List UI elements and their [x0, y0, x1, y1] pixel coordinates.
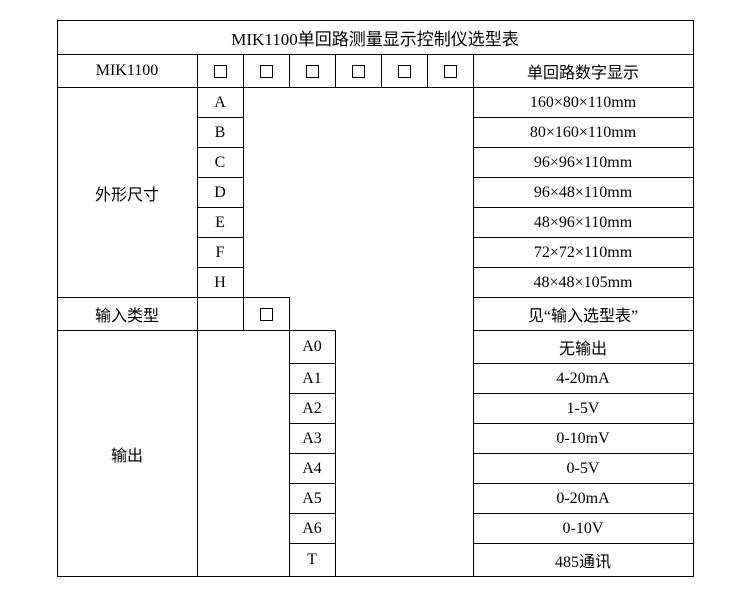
size-desc: 72×72×110mm [473, 238, 693, 268]
size-desc: 80×160×110mm [473, 118, 693, 148]
size-code: B [197, 118, 243, 148]
model-label: MIK1100 [57, 55, 197, 88]
output-desc: 0-10V [473, 514, 693, 544]
size-code: F [197, 238, 243, 268]
output-desc: 无输出 [473, 331, 693, 364]
size-desc: 160×80×110mm [473, 88, 693, 118]
size-desc: 48×48×105mm [473, 268, 693, 298]
output-code: A0 [289, 331, 335, 364]
size-desc: 96×48×110mm [473, 178, 693, 208]
output-blank-right [335, 331, 473, 577]
output-desc: 0-10mV [473, 424, 693, 454]
size-desc: 96×96×110mm [473, 148, 693, 178]
table-title: MIK1100单回路测量显示控制仪选型表 [57, 21, 693, 55]
placeholder-box [381, 55, 427, 88]
size-code: H [197, 268, 243, 298]
placeholder-box [289, 55, 335, 88]
output-code: A3 [289, 424, 335, 454]
placeholder-box [427, 55, 473, 88]
output-code: A6 [289, 514, 335, 544]
output-desc: 1-5V [473, 394, 693, 424]
output-desc: 485通讯 [473, 544, 693, 577]
output-code: A5 [289, 484, 335, 514]
input-label: 输入类型 [57, 298, 197, 331]
header-desc: 单回路数字显示 [473, 55, 693, 88]
output-label: 输出 [57, 331, 197, 577]
placeholder-box [243, 55, 289, 88]
output-desc: 0-20mA [473, 484, 693, 514]
output-blank-left [197, 331, 289, 577]
size-code: A [197, 88, 243, 118]
output-code: A1 [289, 364, 335, 394]
size-code: C [197, 148, 243, 178]
output-desc: 0-5V [473, 454, 693, 484]
input-desc: 见“输入选型表” [473, 298, 693, 331]
placeholder-box [335, 55, 381, 88]
output-code: A4 [289, 454, 335, 484]
size-label: 外形尺寸 [57, 88, 197, 298]
output-code: T [289, 544, 335, 577]
selection-table: MIK1100单回路测量显示控制仪选型表 MIK1100 单回路数字显示 外形尺… [57, 20, 694, 577]
size-blank [243, 88, 473, 298]
size-desc: 48×96×110mm [473, 208, 693, 238]
output-code: A2 [289, 394, 335, 424]
input-blank2 [289, 298, 473, 331]
output-desc: 4-20mA [473, 364, 693, 394]
size-code: E [197, 208, 243, 238]
placeholder-box [243, 298, 289, 331]
placeholder-box [197, 55, 243, 88]
input-blank [197, 298, 243, 331]
size-code: D [197, 178, 243, 208]
